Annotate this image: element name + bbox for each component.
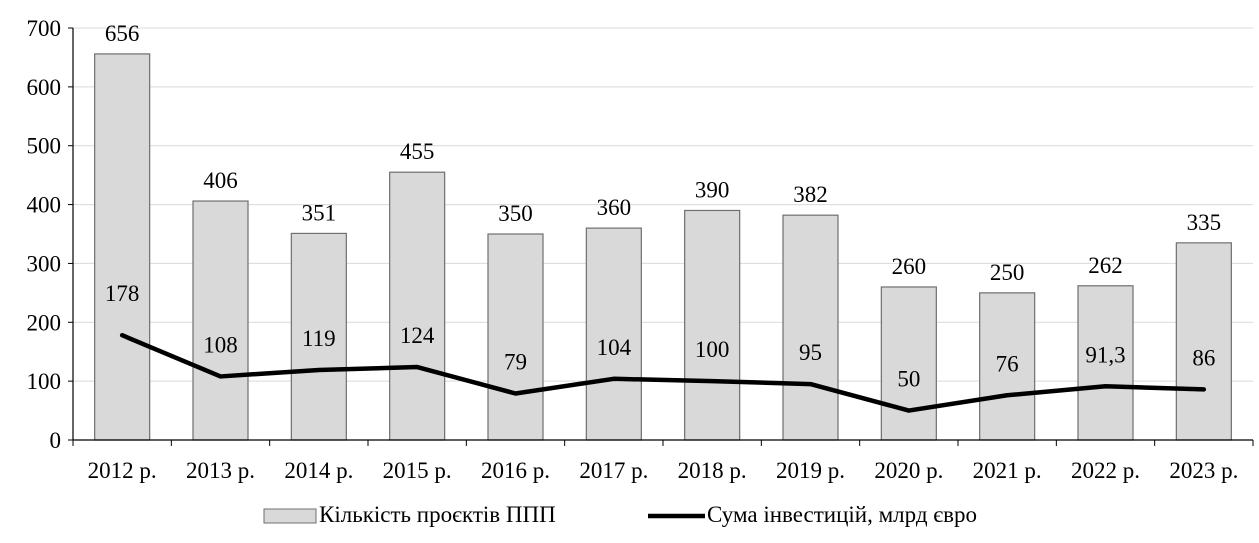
bar-data-label: 390 xyxy=(695,177,730,202)
bar-data-label: 262 xyxy=(1088,253,1123,278)
legend: Кількість проєктів ППП Сума інвестицій, м… xyxy=(264,502,977,527)
line-data-label: 108 xyxy=(203,332,238,357)
y-tick-label: 400 xyxy=(27,193,62,218)
line-data-label: 76 xyxy=(996,351,1019,376)
bar-data-label: 382 xyxy=(793,182,828,207)
y-tick-label: 0 xyxy=(50,428,62,453)
x-tick-label: 2012 р. xyxy=(88,458,157,483)
data-labels: 656 406 351 455 350 360 390 382 260 250 262 335 178 1… xyxy=(105,21,1221,392)
bar xyxy=(95,54,150,440)
line-data-label: 100 xyxy=(695,337,730,362)
y-tick-label: 600 xyxy=(27,75,62,100)
bar-data-label: 406 xyxy=(203,168,238,193)
bar xyxy=(193,201,248,440)
bar-data-label: 360 xyxy=(597,195,632,220)
gridlines xyxy=(73,28,1253,381)
x-tick-label: 2023 р. xyxy=(1169,458,1238,483)
legend-swatch-bars xyxy=(264,509,316,523)
line-data-label: 79 xyxy=(504,350,527,375)
x-tick-label: 2020 р. xyxy=(874,458,943,483)
y-tick-label: 100 xyxy=(27,369,62,394)
x-tick-label: 2022 р. xyxy=(1071,458,1140,483)
y-tick-label: 200 xyxy=(27,310,62,335)
line-data-label: 86 xyxy=(1192,345,1215,370)
x-tick-label: 2019 р. xyxy=(776,458,845,483)
x-tick-label: 2021 р. xyxy=(973,458,1042,483)
line-data-label: 178 xyxy=(105,281,140,306)
bar xyxy=(685,210,740,440)
bar-data-label: 350 xyxy=(498,201,533,226)
bar xyxy=(881,287,936,440)
legend-label-line: Сума інвестицій, млрд євро xyxy=(707,502,977,527)
x-tick-label: 2017 р. xyxy=(579,458,648,483)
line-data-label: 91,3 xyxy=(1085,342,1125,367)
bar-data-label: 250 xyxy=(990,260,1025,285)
bar-data-label: 260 xyxy=(892,254,927,279)
line-series xyxy=(122,335,1204,411)
x-tick-label: 2015 р. xyxy=(383,458,452,483)
bar xyxy=(783,215,838,440)
bar-data-label: 351 xyxy=(302,200,337,225)
bar-data-label: 455 xyxy=(400,139,435,164)
bar xyxy=(488,234,543,440)
bar xyxy=(1176,243,1231,440)
bar-data-label: 656 xyxy=(105,21,140,46)
line-data-label: 95 xyxy=(799,340,822,365)
x-tick-label: 2014 р. xyxy=(284,458,353,483)
line-data-label: 104 xyxy=(597,335,632,360)
bar xyxy=(390,172,445,440)
line-data-label: 119 xyxy=(302,326,336,351)
x-tick-label: 2013 р. xyxy=(186,458,255,483)
legend-label-bars: Кількість проєктів ППП xyxy=(319,502,556,527)
line-data-label: 50 xyxy=(897,367,920,392)
y-tick-label: 300 xyxy=(27,251,62,276)
line-path xyxy=(122,335,1204,410)
y-tick-label: 700 xyxy=(27,16,62,41)
x-tick-label: 2016 р. xyxy=(481,458,550,483)
x-tick-label: 2018 р. xyxy=(678,458,747,483)
y-tick-label: 500 xyxy=(27,134,62,159)
line-data-label: 124 xyxy=(400,323,435,348)
bar-data-label: 335 xyxy=(1187,210,1222,235)
